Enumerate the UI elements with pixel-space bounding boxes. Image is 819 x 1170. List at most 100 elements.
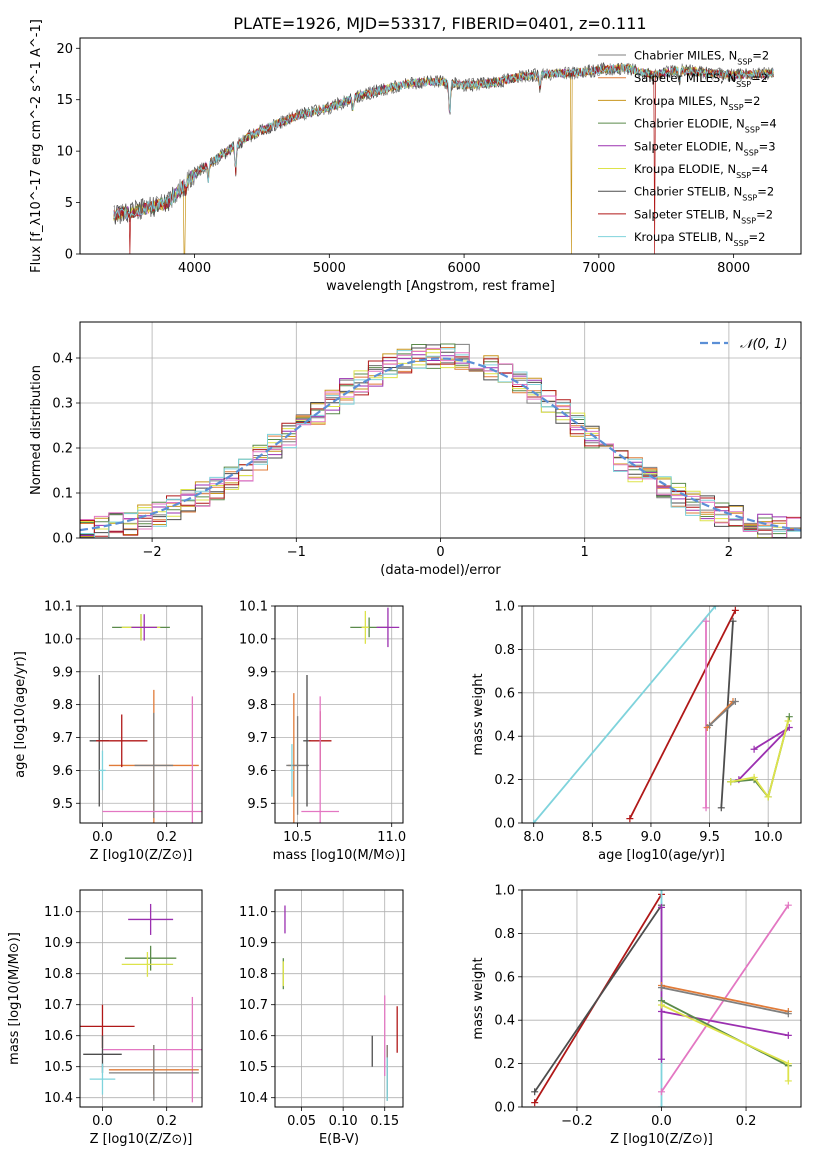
x-tick-label: 0.2	[156, 830, 177, 845]
weight-marker	[711, 606, 719, 610]
weight-line-salpeter_elodie	[738, 726, 790, 781]
x-tick-label: 0.2	[736, 1114, 757, 1129]
y-tick-label: 0.6	[494, 970, 515, 985]
histogram-pink	[80, 347, 801, 538]
x-tick-label: 9.5	[699, 830, 720, 845]
ticks: 0.0 0.2 9.5 9.6 9.7 9.8 9.9 10.0 10.1	[44, 600, 177, 846]
y-axis-label: mass weight	[471, 957, 486, 1039]
grid	[275, 890, 403, 1107]
y-tick-label: 10.0	[44, 632, 73, 647]
spectrum-legend: Chabrier MILES, NSSP=2 Salpeter MILES, NS…	[598, 49, 777, 248]
x-tick-label: 8.0	[523, 830, 544, 845]
ticks: 0.05 0.10 0.15 10.4 10.5 10.6 10.7 10.8 10.9 11.0	[239, 905, 399, 1129]
x-tick-label: 0.05	[287, 1114, 316, 1129]
weight-line-chabrier_miles	[708, 700, 737, 727]
y-tick-label: 0.4	[52, 352, 73, 367]
age-vs-mass-panel: 10.5 11.0 9.5 9.6 9.7 9.8 9.9 10.0 10.1 mass [log…	[239, 600, 406, 864]
x-tick-label: 10.5	[283, 830, 312, 845]
y-tick-label: 0.0	[494, 1101, 515, 1116]
legend-entry: 𝒩(0, 1)	[740, 337, 787, 352]
weight-marker	[531, 1088, 539, 1096]
weight-marker	[784, 1060, 792, 1068]
weight-marker	[706, 721, 714, 729]
y-tick-label: 0.2	[52, 442, 73, 457]
axes-frame	[274, 605, 404, 824]
weight-line-salpeter_stelib	[628, 609, 737, 820]
axes-frame	[521, 605, 802, 824]
weight-marker	[658, 1001, 665, 1009]
weight-marker	[530, 819, 538, 823]
x-tick-label: 9.0	[641, 830, 662, 845]
weight-marker	[658, 903, 665, 911]
axes-frame	[79, 889, 203, 1108]
y-tick-label: 10.8	[44, 967, 73, 982]
ticks: 4000 5000 6000 7000 8000 0 5 10 15 20	[56, 42, 750, 276]
plot-area	[282, 905, 398, 1101]
gaussian-curve	[80, 357, 801, 532]
plot-area	[113, 61, 774, 254]
x-tick-label: 11.0	[377, 830, 406, 845]
weight-vs-age-panel: 8.0 8.5 9.0 9.5 10.0 0.0 0.2 0.4 0.6 0.8 1.0 age [l…	[471, 600, 802, 863]
grid	[522, 605, 801, 824]
residuals-panel: −2 −1 0 1 2 0.0 0.1 0.2 0.3 0.4 (data-model)/error…	[29, 321, 802, 578]
x-axis-label: mass [log10(M/M⊙)]	[273, 848, 406, 863]
y-tick-label: 10.6	[239, 1029, 268, 1044]
weight-marker	[658, 890, 665, 894]
y-tick-label: 0.2	[494, 1057, 515, 1072]
weight-marker	[658, 1103, 665, 1107]
x-tick-label: 0.15	[370, 1114, 399, 1129]
mass-vs-metallicity-panel: 0.0 0.2 10.4 10.5 10.6 10.7 10.8 10.9 11.0 Z [log…	[7, 889, 203, 1147]
y-tick-label: 9.8	[247, 698, 268, 713]
weight-marker	[785, 713, 793, 721]
x-axis-label: Z [log10(Z/Z⊙)]	[610, 1132, 713, 1147]
x-tick-label: 8.5	[582, 830, 603, 845]
legend-entry: Salpeter ELODIE, NSSP=3	[634, 139, 776, 157]
x-tick-label: 0.2	[156, 1114, 177, 1129]
legend-entry: Kroupa STELIB, NSSP=2	[634, 230, 765, 248]
mass-vs-extinction-panel: 0.05 0.10 0.15 10.4 10.5 10.6 10.7 10.8 10.9 11.0…	[239, 889, 404, 1147]
y-tick-label: 0.0	[494, 817, 515, 832]
weight-marker	[626, 815, 634, 823]
legend-entry: Kroupa MILES, NSSP=2	[634, 94, 760, 112]
y-tick-label: 10.9	[44, 936, 73, 951]
y-tick-label: 9.9	[52, 665, 73, 680]
y-tick-label: 0.8	[494, 927, 515, 942]
weight-marker	[750, 773, 758, 781]
axes-frame	[79, 605, 203, 824]
weight-marker	[750, 745, 758, 753]
legend-entry: Chabrier MILES, NSSP=2	[634, 49, 769, 67]
x-tick-label: 2	[725, 545, 733, 560]
y-tick-label: 10.4	[239, 1091, 268, 1106]
y-tick-label: 10.5	[239, 1060, 268, 1075]
weight-line-chabrier_elodie	[661, 999, 789, 1067]
figure-title: PLATE=1926, MJD=53317, FIBERID=0401, z=0…	[233, 14, 646, 33]
y-tick-label: 0.0	[52, 532, 73, 547]
weight-line-salpeter_miles	[661, 984, 789, 1013]
weight-marker	[731, 697, 739, 705]
ticks: 10.5 11.0 9.5 9.6 9.7 9.8 9.9 10.0 10.1	[239, 600, 406, 846]
y-tick-label: 10.7	[44, 998, 73, 1013]
y-tick-label: 10.6	[44, 1029, 73, 1044]
y-tick-label: 9.5	[247, 797, 268, 812]
axes-frame	[79, 37, 802, 255]
y-tick-label: 0.3	[52, 397, 73, 412]
legend-entry: Salpeter STELIB, NSSP=2	[634, 207, 773, 225]
y-tick-label: 0.2	[494, 773, 515, 788]
x-tick-label: 0.0	[92, 1114, 113, 1129]
axes-frame	[79, 321, 802, 539]
weight-marker	[784, 717, 792, 725]
plot-area	[530, 606, 793, 823]
y-tick-label: 9.8	[52, 698, 73, 713]
weight-marker	[702, 617, 710, 625]
plot-area	[89, 614, 202, 823]
y-tick-label: 1.0	[494, 600, 515, 615]
weight-marker	[531, 1099, 539, 1107]
x-tick-label: 0	[436, 545, 444, 560]
y-tick-label: 10.1	[44, 600, 73, 615]
y-tick-label: 9.9	[247, 665, 268, 680]
x-tick-label: 7000	[582, 261, 615, 276]
x-axis-label: wavelength [Angstrom, rest frame]	[326, 279, 555, 294]
legend-entry: Chabrier ELODIE, NSSP=4	[634, 117, 777, 135]
y-tick-label: 11.0	[239, 905, 268, 920]
weight-marker	[764, 793, 772, 801]
